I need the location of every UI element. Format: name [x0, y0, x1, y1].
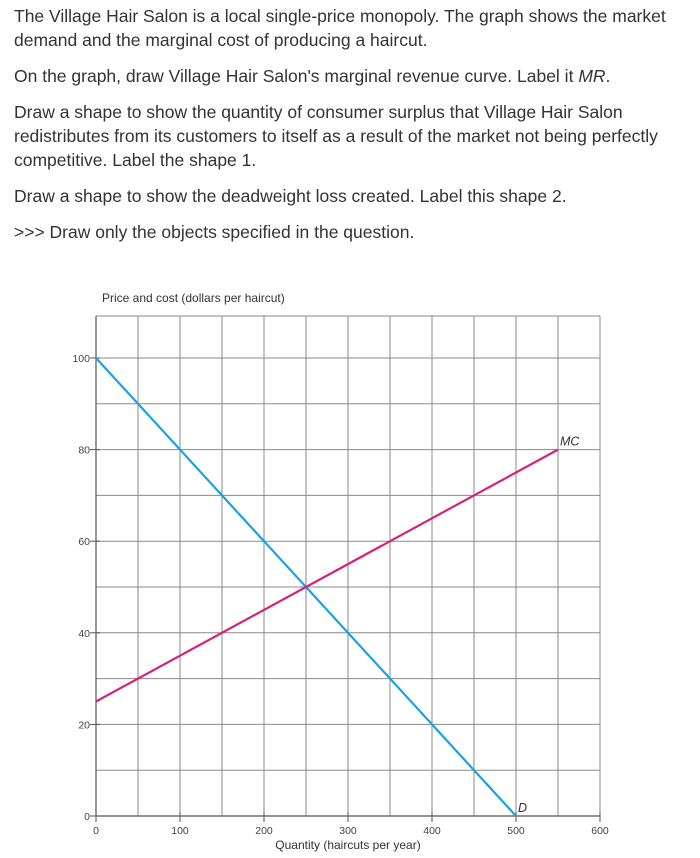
x-tick-label: 300: [339, 825, 357, 837]
question-step-1: On the graph, draw Village Hair Salon's …: [14, 64, 686, 88]
y-tick-label: 60: [78, 536, 90, 548]
y-tick-label: 100: [72, 353, 90, 365]
y-tick-label: 40: [78, 628, 90, 640]
graph-canvas[interactable]: 0 20 40 60 80 100 0 100 200 300 400 500 600 Price and…: [0, 280, 700, 858]
x-tick-label: 500: [507, 825, 525, 837]
x-tick-label: 100: [171, 825, 189, 837]
mc-curve: [95, 448, 559, 703]
question-step-2: Draw a shape to show the quantity of con…: [14, 102, 658, 170]
grid: [96, 315, 601, 816]
x-tick-label: 400: [423, 825, 441, 837]
step-1-suffix: .: [605, 66, 611, 86]
curves: [95, 357, 559, 817]
question-text: The Village Hair Salon is a local single…: [14, 4, 686, 256]
x-tick-label: 200: [255, 825, 273, 837]
y-axis-title: Price and cost (dollars per haircut): [102, 291, 285, 305]
axes: [90, 316, 601, 822]
axis-labels: 0 20 40 60 80 100 0 100 200 300 400 500 600 Price and…: [72, 291, 608, 852]
d-curve-label: D: [518, 801, 527, 815]
x-tick-label: 0: [93, 825, 99, 837]
question-instruction: >>> Draw only the objects specified in t…: [14, 222, 415, 242]
question-intro: The Village Hair Salon is a local single…: [14, 6, 666, 50]
mc-curve-label: MC: [560, 435, 580, 449]
y-tick-label: 80: [78, 445, 90, 457]
mr-label-text: MR: [578, 66, 606, 86]
x-tick-label: 600: [591, 825, 609, 837]
y-tick-label: 20: [78, 719, 90, 731]
step-1-text: On the graph, draw Village Hair Salon's …: [14, 66, 579, 86]
question-step-3: Draw a shape to show the deadweight loss…: [14, 186, 567, 206]
x-axis-title: Quantity (haircuts per year): [275, 838, 420, 852]
y-tick-label: 0: [84, 811, 90, 823]
